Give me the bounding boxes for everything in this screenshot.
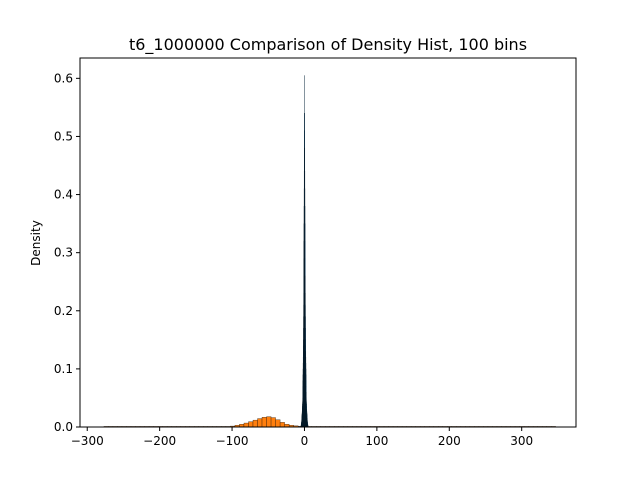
orange-bar [252, 419, 258, 428]
y-axis-label: Density [29, 220, 43, 266]
y-tick-label: 0.6 [54, 71, 73, 85]
orange-bar [266, 416, 272, 428]
x-tick-label: −100 [216, 434, 249, 448]
x-tick-label: 0 [301, 434, 309, 448]
axes: −300 −200 −100 0 100 200 300 0.0 0.1 0.2 0.3 0.4 0.5… [54, 57, 577, 448]
x-tick-label: 200 [438, 434, 461, 448]
y-tick-label: 0.3 [54, 246, 73, 260]
y-tick-label: 0.5 [54, 129, 73, 143]
orange-bar [279, 422, 285, 428]
orange-bar [275, 419, 281, 428]
y-tick-label: 0.1 [54, 362, 73, 376]
x-tick-label: −300 [71, 434, 104, 448]
y-tick-label: 0.4 [54, 188, 73, 202]
orange-bar [248, 421, 254, 428]
chart-title: t6_1000000 Comparison of Density Hist, 1… [129, 35, 527, 55]
orange-bar [261, 417, 267, 428]
x-tick-label: 100 [365, 434, 388, 448]
y-tick-label: 0.0 [54, 420, 73, 434]
orange-bar [270, 417, 276, 428]
axes-frame [79, 57, 577, 428]
x-tick-label: 300 [510, 434, 533, 448]
orange-bar [257, 418, 263, 428]
orange-bar [243, 422, 249, 428]
y-tick-label: 0.2 [54, 304, 73, 318]
x-tick-label: −200 [143, 434, 176, 448]
